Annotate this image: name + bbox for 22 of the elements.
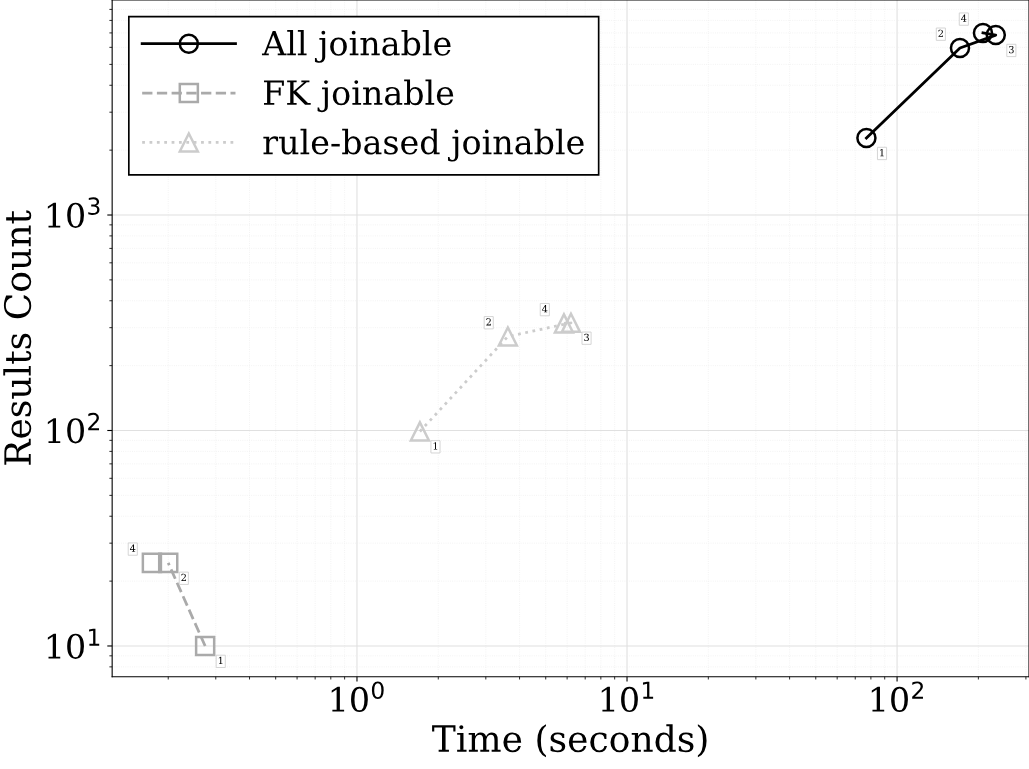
legend-label: FK joinable <box>264 79 454 113</box>
annotation: 4 <box>129 544 136 552</box>
annotation: 1 <box>218 656 223 665</box>
x-axis-title: Time (seconds) <box>432 724 707 758</box>
y-tick-label: 10$^{3}$ <box>47 197 100 228</box>
annotation: 4 <box>961 14 967 22</box>
legend-label: rule-based joinable <box>263 128 584 162</box>
y-tick-label: 10$^{1}$ <box>47 628 100 659</box>
annotation: 3 <box>584 333 589 342</box>
annotation: 3 <box>1009 45 1014 54</box>
x-tick-label: 10$^{1}$ <box>601 681 654 713</box>
annotation: 2 <box>938 29 943 37</box>
annotation: 1 <box>880 148 884 157</box>
y-axis-title: Results Count <box>3 210 32 465</box>
legend-label: All joinable <box>261 30 451 63</box>
annotation: 2 <box>181 573 186 581</box>
annotation: 4 <box>542 305 548 313</box>
annotation: 2 <box>486 318 491 326</box>
annotation: 1 <box>433 442 438 450</box>
y-tick-label: 10$^{2}$ <box>47 412 100 444</box>
x-tick-label: 10$^{0}$ <box>331 681 384 712</box>
x-tick-label: 10$^{2}$ <box>871 681 923 712</box>
